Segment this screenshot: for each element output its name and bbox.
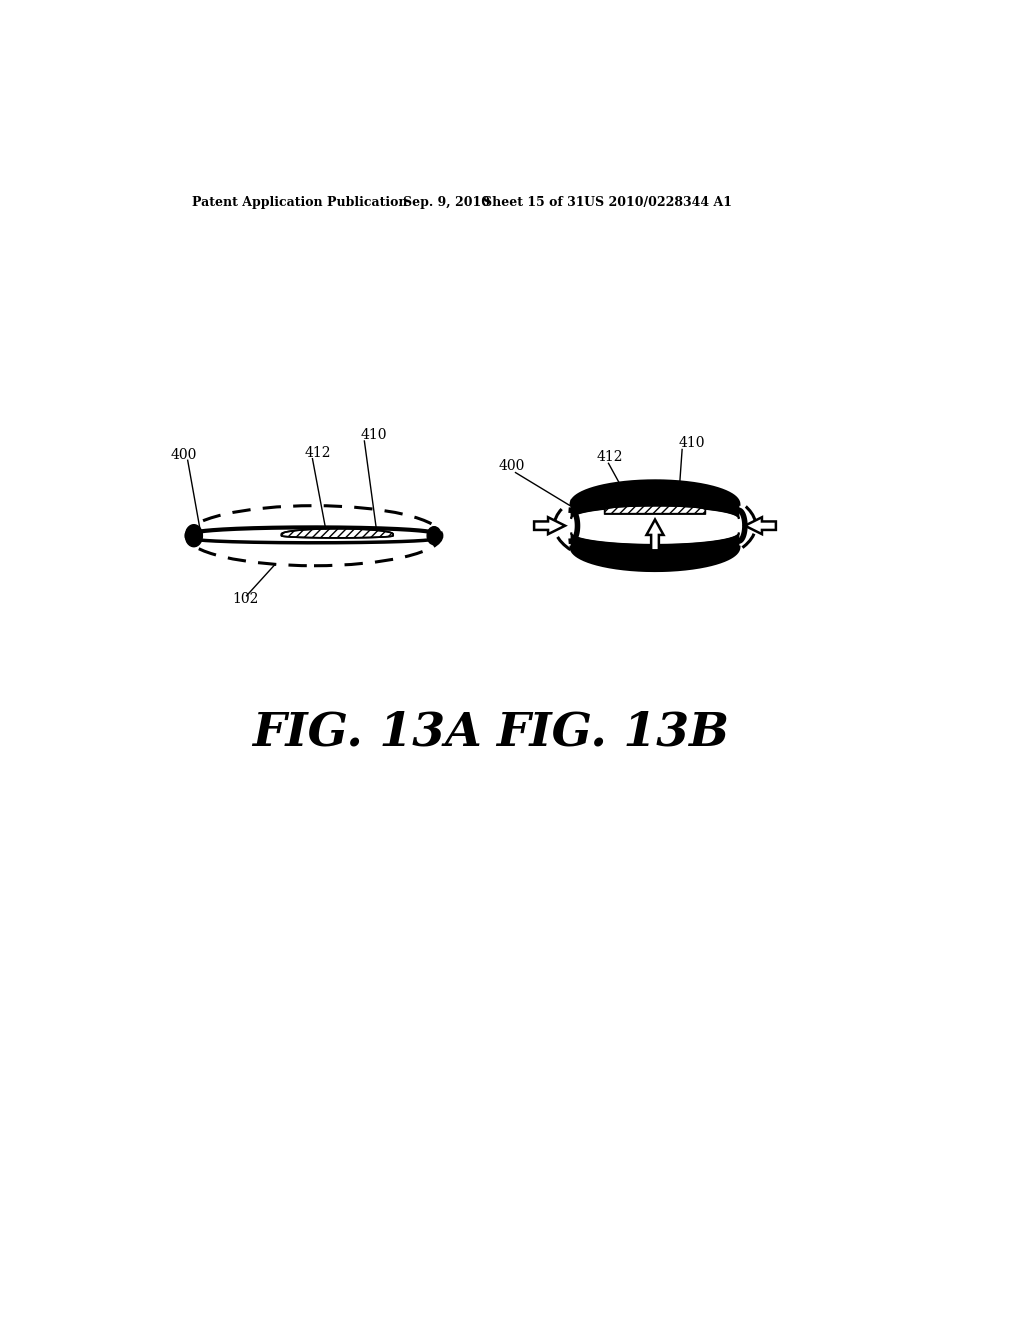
- Polygon shape: [282, 529, 393, 537]
- Ellipse shape: [427, 527, 441, 545]
- Text: Sep. 9, 2010: Sep. 9, 2010: [403, 197, 490, 209]
- Text: 410: 410: [678, 436, 705, 450]
- Text: FIG. 13A: FIG. 13A: [252, 709, 481, 755]
- Ellipse shape: [185, 524, 203, 546]
- Text: 400: 400: [499, 459, 525, 474]
- Text: Patent Application Publication: Patent Application Publication: [191, 197, 408, 209]
- Text: 410: 410: [360, 429, 387, 442]
- Polygon shape: [646, 520, 664, 550]
- Text: 412: 412: [597, 450, 624, 465]
- Polygon shape: [535, 517, 565, 535]
- Text: 412: 412: [305, 446, 331, 461]
- Polygon shape: [604, 506, 706, 513]
- Text: 400: 400: [171, 447, 197, 462]
- Text: FIG. 13B: FIG. 13B: [496, 709, 729, 755]
- Polygon shape: [571, 480, 738, 517]
- Polygon shape: [571, 533, 738, 570]
- Text: 102: 102: [232, 591, 259, 606]
- Text: US 2010/0228344 A1: US 2010/0228344 A1: [584, 197, 732, 209]
- Text: Sheet 15 of 31: Sheet 15 of 31: [483, 197, 585, 209]
- Polygon shape: [744, 517, 776, 535]
